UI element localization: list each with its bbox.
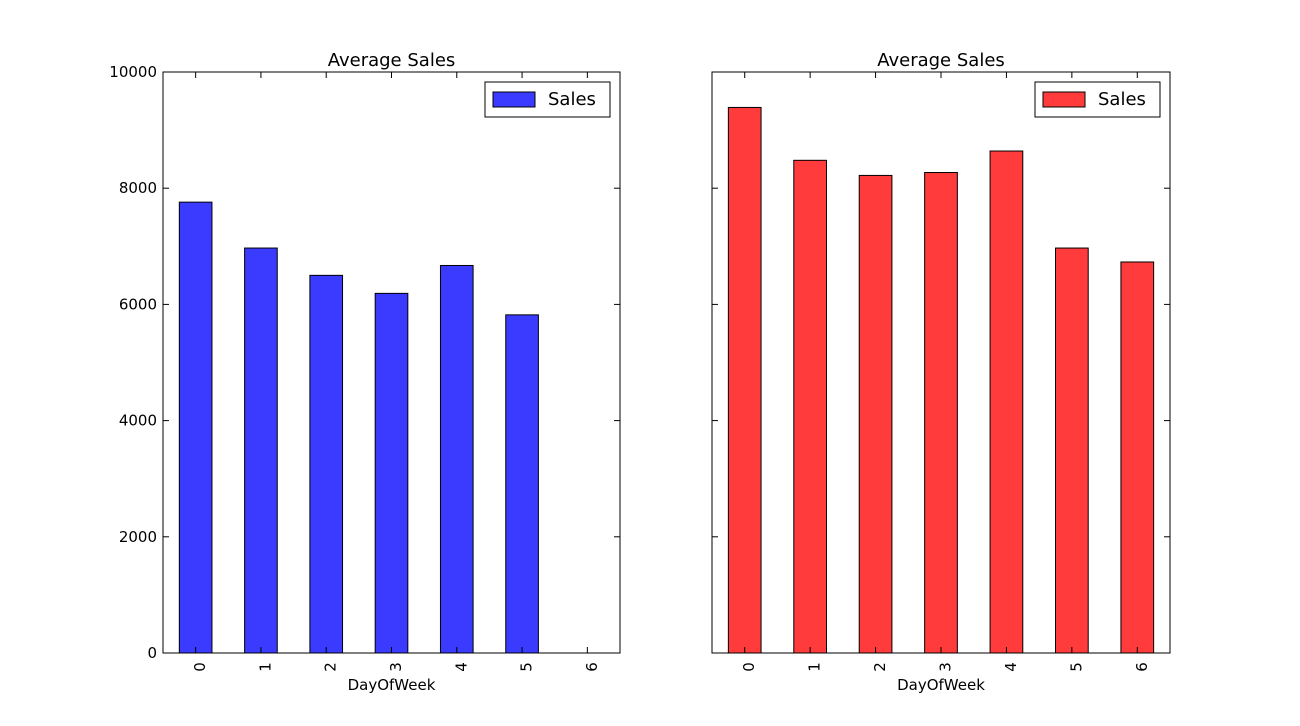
ytick-label: 0 <box>147 644 157 662</box>
bar-0 <box>178 201 213 654</box>
chart-panel-1: 0 1 2 3 4 5 6 Average Sales DayOfWeek Sales <box>711 50 1171 694</box>
bar-3 <box>924 172 958 654</box>
chart-title: Average Sales <box>328 50 456 71</box>
xtick-label: 6 <box>1133 662 1151 672</box>
xtick-label: 1 <box>256 662 274 672</box>
ytick-label: 8000 <box>119 179 157 197</box>
xtick-label: 1 <box>806 662 824 672</box>
bar-5 <box>1055 247 1089 654</box>
xtick-label: 0 <box>740 662 758 672</box>
x-axis-label: DayOfWeek <box>348 676 436 694</box>
xtick-label: 2 <box>322 662 340 672</box>
legend: Sales <box>484 81 611 118</box>
xtick-label: 3 <box>387 662 405 672</box>
bar-0 <box>727 106 762 654</box>
bar-4 <box>439 264 474 654</box>
bar-2 <box>858 174 893 654</box>
ytick-label: 10000 <box>109 63 157 81</box>
chart-title: Average Sales <box>877 50 1005 71</box>
ytick-label: 4000 <box>119 412 157 430</box>
xtick-label: 4 <box>452 662 470 672</box>
bar-3 <box>374 292 409 654</box>
legend-swatch <box>492 91 536 108</box>
legend-label: Sales <box>1098 89 1146 110</box>
bar-1 <box>244 247 278 654</box>
bar-2 <box>309 274 344 654</box>
xtick-label: 6 <box>583 662 601 672</box>
x-axis-label: DayOfWeek <box>897 676 985 694</box>
ytick-label: 6000 <box>119 295 157 313</box>
xtick-label: 5 <box>518 662 536 672</box>
bar-5 <box>505 314 539 654</box>
xtick-label: 4 <box>1002 662 1020 672</box>
legend-label: Sales <box>548 89 596 110</box>
xtick-label: 2 <box>871 662 889 672</box>
ytick-label: 2000 <box>119 528 157 546</box>
bar-1 <box>793 159 827 654</box>
xtick-label: 0 <box>191 662 209 672</box>
legend-frame <box>484 81 611 118</box>
xtick-label: 3 <box>937 662 955 672</box>
xtick-label: 5 <box>1067 662 1085 672</box>
bar-6 <box>1120 261 1155 654</box>
legend-swatch <box>1042 91 1086 108</box>
legend: Sales <box>1034 81 1161 118</box>
bar-4 <box>989 150 1024 654</box>
chart-panel-0: 0 2000 4000 6000 8000 10000 0 1 2 3 4 5 6 Average Sal… <box>109 50 621 694</box>
